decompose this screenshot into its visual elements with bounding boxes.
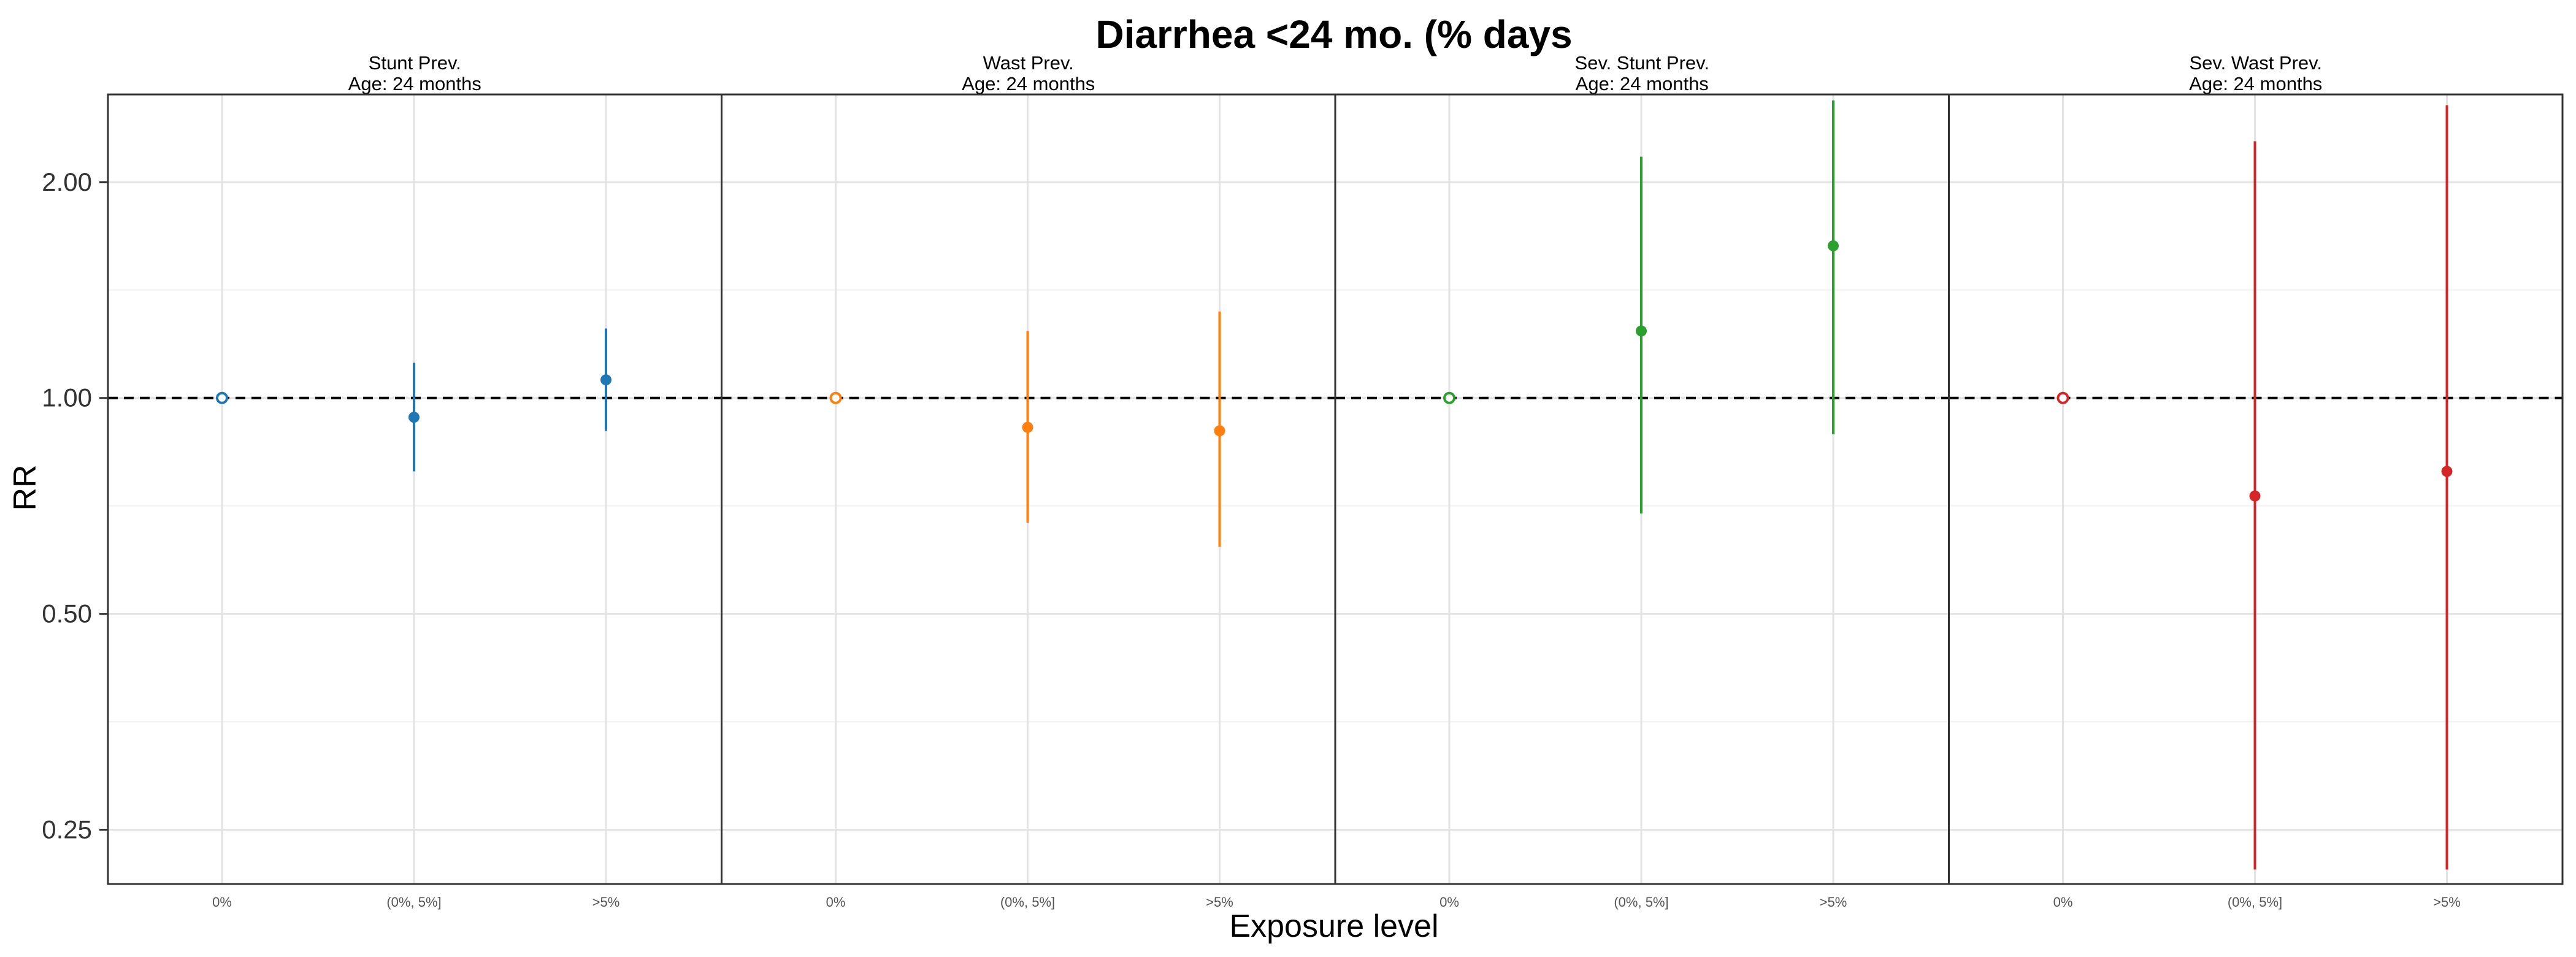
y-axis-title: RR bbox=[7, 464, 43, 510]
rr-point bbox=[1214, 425, 1225, 437]
panel: Wast Prev.Age: 24 months 0% (0%, 5%] >5% bbox=[721, 52, 1336, 910]
rr-point bbox=[2249, 490, 2261, 502]
panel: Sev. Wast Prev.Age: 24 months 0% (0%, 5%] >… bbox=[1948, 52, 2564, 910]
x-tick-label: 0% bbox=[826, 894, 846, 910]
rr-point bbox=[600, 374, 611, 386]
x-tick-label: 0% bbox=[1439, 894, 1459, 910]
rr-point bbox=[2441, 466, 2453, 477]
reference-point bbox=[1443, 391, 1455, 404]
x-tick-label: 0% bbox=[2053, 894, 2073, 910]
y-tick-label: 0.50 bbox=[42, 599, 92, 628]
panel-title: Sev. Stunt Prev. bbox=[1575, 52, 1709, 74]
panel-subtitle: Age: 24 months bbox=[348, 73, 481, 94]
y-tick-label: 0.25 bbox=[42, 815, 92, 844]
x-tick-label: (0%, 5%] bbox=[386, 894, 441, 910]
x-tick-label: 0% bbox=[212, 894, 232, 910]
panel: Sev. Stunt Prev.Age: 24 months 0% (0%, 5%]… bbox=[1334, 52, 1950, 910]
panel-title: Wast Prev. bbox=[983, 52, 1074, 74]
x-tick-label: >5% bbox=[1820, 894, 1847, 910]
panel-subtitle: Age: 24 months bbox=[962, 73, 1095, 94]
rr-point bbox=[408, 412, 420, 423]
reference-point bbox=[2057, 391, 2069, 404]
y-tick-label: 1.00 bbox=[42, 383, 92, 412]
x-tick-label: (0%, 5%] bbox=[1614, 894, 1668, 910]
panel-border bbox=[1948, 93, 2564, 885]
panel: Stunt Prev.Age: 24 months 0% (0%, 5%] >5% bbox=[107, 52, 723, 910]
reference-point bbox=[829, 391, 842, 404]
reference-point bbox=[216, 391, 228, 404]
rr-point bbox=[1828, 240, 1839, 252]
panel-title: Stunt Prev. bbox=[369, 52, 461, 74]
chart-title: Diarrhea <24 mo. (% days bbox=[1095, 12, 1572, 56]
x-tick-label: (0%, 5%] bbox=[1000, 894, 1055, 910]
rr-point bbox=[1636, 325, 1647, 337]
x-tick-label: >5% bbox=[592, 894, 620, 910]
rr-point bbox=[1022, 421, 1033, 433]
y-tick-label: 2.00 bbox=[42, 167, 92, 196]
x-tick-label: >5% bbox=[1206, 894, 1233, 910]
y-axis: 0.25 0.50 1.00 2.00 bbox=[42, 167, 108, 844]
panel-subtitle: Age: 24 months bbox=[1576, 73, 1709, 94]
x-axis-title: Exposure level bbox=[1229, 909, 1438, 944]
x-tick-label: >5% bbox=[2433, 894, 2461, 910]
panel-title: Sev. Wast Prev. bbox=[2190, 52, 2322, 74]
x-tick-label: (0%, 5%] bbox=[2228, 894, 2282, 910]
panel-subtitle: Age: 24 months bbox=[2189, 73, 2322, 94]
